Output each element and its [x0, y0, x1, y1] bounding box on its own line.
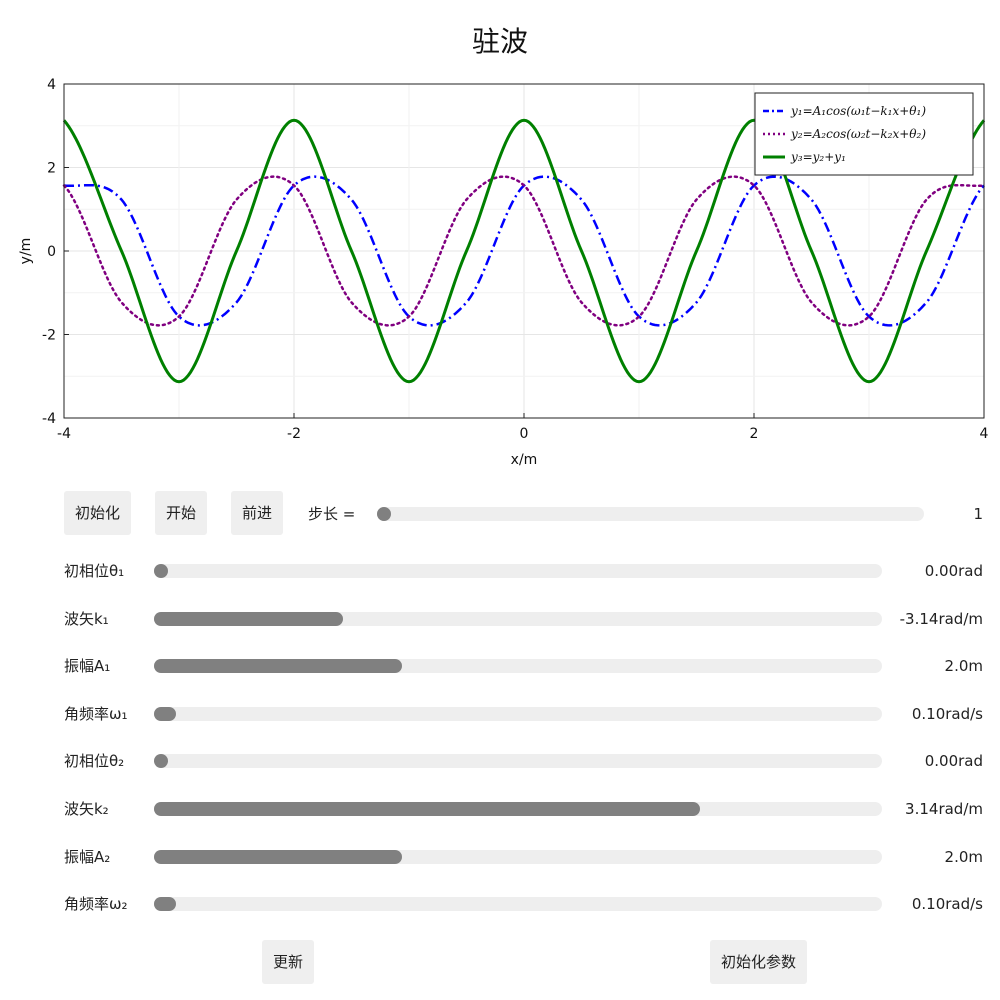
slider-track[interactable]	[154, 611, 882, 626]
slider-value: 2.0m	[944, 657, 983, 676]
y-tick-label: -4	[42, 411, 56, 427]
y-tick-label: 4	[47, 77, 56, 93]
series-line	[62, 175, 986, 327]
update-button[interactable]: 更新	[262, 940, 315, 984]
x-tick-label: -2	[287, 426, 301, 442]
series-line	[62, 118, 986, 384]
slider-fill[interactable]	[154, 802, 700, 816]
page-title: 驻波	[471, 25, 528, 58]
slider-fill[interactable]	[154, 754, 168, 769]
legend-box	[754, 92, 974, 176]
y-tick-label: -2	[42, 328, 56, 344]
legend-entry: y₁=A₁cos(ω₁t−k₁x+θ₁)	[790, 104, 926, 118]
slider-label: 振幅A₂	[64, 847, 111, 866]
slider-label: 初相位θ₁	[64, 562, 125, 580]
slider-track[interactable]	[154, 754, 882, 769]
slider-row: 初相位θ₂ 0.00rad	[0, 745, 1000, 777]
slider-value: 0.10rad/s	[911, 895, 983, 914]
slider-value: 3.14rad/m	[905, 800, 983, 818]
x-axis-label: x/m	[511, 452, 538, 468]
y-axis-label: y/m	[18, 238, 34, 265]
slider-fill[interactable]	[154, 564, 168, 578]
legend-entry: y₂=A₂cos(ω₂t−k₂x+θ₂)	[790, 127, 926, 141]
slider-label: 初相位θ₂	[64, 752, 125, 771]
x-tick-label: 0	[520, 426, 529, 442]
slider-track[interactable]	[154, 564, 882, 578]
slider-fill[interactable]	[154, 849, 402, 864]
wave-plot[interactable]: -4 -2 0 2 4 -4 -2 0 2 4 x/m y/m y₁=A₁cos(ω₁t−k₁x+θ₁)…	[0, 70, 1000, 470]
slider-fill[interactable]	[154, 706, 176, 721]
x-tick-label: -4	[57, 426, 71, 442]
slider-value: 0.00rad	[924, 752, 983, 771]
start-button[interactable]: 开始	[155, 491, 208, 535]
slider-row: 初相位θ₁ 0.00rad	[0, 555, 1000, 587]
slider-label: 波矢k₁	[64, 609, 109, 628]
slider-row: 角频率ω₁ 0.10rad/s	[0, 698, 1000, 730]
slider-label: 角频率ω₁	[64, 704, 128, 723]
slider-label: 波矢k₂	[64, 800, 109, 818]
reset-params-button[interactable]: 初始化参数	[710, 940, 808, 984]
step-slider-fill[interactable]	[377, 507, 391, 521]
slider-track[interactable]	[154, 897, 882, 912]
slider-fill[interactable]	[154, 897, 176, 912]
slider-track[interactable]	[154, 706, 882, 721]
slider-row: 振幅A₁ 2.0m	[0, 650, 1000, 682]
slider-row: 角频率ω₂ 0.10rad/s	[0, 888, 1000, 920]
slider-track[interactable]	[154, 659, 882, 674]
slider-label: 角频率ω₂	[64, 895, 128, 914]
step-label: 步长 =	[308, 505, 356, 523]
slider-track[interactable]	[154, 849, 882, 864]
x-tick-label: 4	[980, 426, 989, 442]
step-value: 1	[973, 505, 983, 523]
slider-fill[interactable]	[154, 659, 402, 674]
legend-entry: y₃=y₂+y₁	[790, 150, 846, 164]
slider-row: 波矢k₂ 3.14rad/m	[0, 793, 1000, 825]
slider-value: -3.14rad/m	[899, 609, 983, 628]
slider-row: 振幅A₂ 2.0m	[0, 841, 1000, 873]
step-slider[interactable]	[377, 507, 924, 521]
slider-track[interactable]	[154, 802, 882, 816]
slider-value: 2.0m	[944, 847, 983, 866]
y-tick-label: 2	[47, 161, 56, 177]
x-tick-label: 2	[750, 426, 759, 442]
forward-button[interactable]: 前进	[231, 491, 284, 535]
slider-value: 0.10rad/s	[911, 704, 983, 723]
slider-label: 振幅A₁	[64, 657, 111, 676]
y-tick-label: 0	[47, 244, 56, 260]
slider-fill[interactable]	[154, 611, 344, 626]
slider-value: 0.00rad	[924, 562, 983, 580]
init-button[interactable]: 初始化	[64, 491, 132, 535]
slider-row: 波矢k₁ -3.14rad/m	[0, 603, 1000, 635]
